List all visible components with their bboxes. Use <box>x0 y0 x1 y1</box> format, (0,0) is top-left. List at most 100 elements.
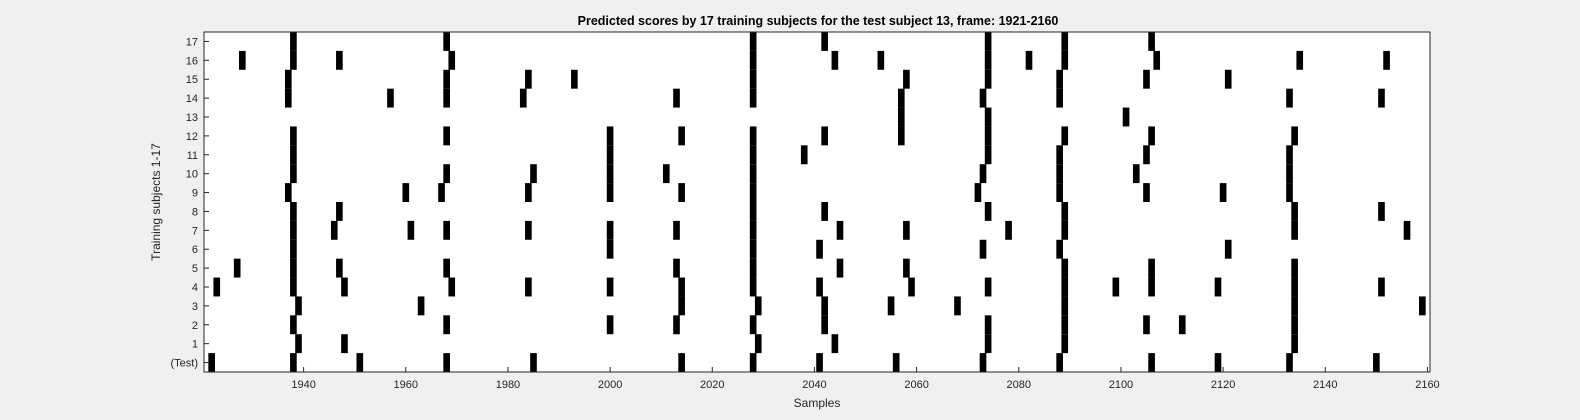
chart-title: Predicted scores by 17 training subjects… <box>578 14 1059 28</box>
plot-frame <box>203 31 1431 373</box>
spike-mark <box>821 315 828 335</box>
spike-mark <box>1056 69 1063 89</box>
spike-mark <box>606 220 614 240</box>
x-axis-label: Samples <box>794 396 841 410</box>
spike-mark <box>908 277 915 297</box>
spike-mark <box>443 126 450 146</box>
y-tick-label: 14 <box>186 93 198 105</box>
spike-mark <box>749 220 757 240</box>
spike-mark <box>443 164 450 184</box>
y-tick-label: 7 <box>192 225 198 237</box>
spike-mark <box>1143 315 1150 335</box>
spike-mark <box>678 277 685 297</box>
x-tick-label: 2100 <box>1109 379 1133 391</box>
y-tick-label: 15 <box>186 74 198 86</box>
spike-mark <box>1419 296 1426 316</box>
spike-mark <box>208 353 215 372</box>
spike-mark <box>1214 353 1222 372</box>
spike-mark <box>1132 164 1140 184</box>
spike-mark <box>831 50 839 70</box>
spike-mark <box>1061 315 1069 335</box>
spike-mark <box>290 145 297 165</box>
spike-mark <box>749 258 757 278</box>
spike-mark <box>1056 183 1063 202</box>
spike-mark <box>1061 277 1069 297</box>
spike-mark <box>1214 277 1222 297</box>
spike-mark <box>443 258 450 278</box>
spike-mark <box>749 315 757 335</box>
spike-mark <box>831 334 839 354</box>
spike-mark <box>749 239 757 259</box>
spike-mark <box>341 334 348 354</box>
spike-mark <box>1291 334 1298 354</box>
spike-mark <box>678 126 685 146</box>
spike-mark <box>295 334 302 354</box>
spike-mark <box>1061 258 1069 278</box>
spike-mark <box>417 296 425 316</box>
spike-mark <box>816 353 823 372</box>
y-tick-label: 9 <box>192 188 198 200</box>
spike-mark <box>284 183 292 202</box>
spike-mark <box>290 32 297 51</box>
x-tick-label: 2020 <box>700 379 724 391</box>
spike-mark <box>525 69 532 89</box>
spike-mark <box>1219 183 1227 202</box>
spike-mark <box>749 126 757 146</box>
spike-mark <box>749 277 757 297</box>
spike-mark <box>821 32 828 51</box>
spike-mark <box>897 107 905 127</box>
y-tick-label: 8 <box>192 206 198 218</box>
x-tick-label: 2140 <box>1313 379 1337 391</box>
spike-mark <box>341 277 348 297</box>
spike-mark <box>290 239 297 259</box>
spike-mark <box>443 32 450 51</box>
spike-mark <box>238 50 246 70</box>
y-tick-label: 11 <box>187 150 198 162</box>
x-tick-label: 2000 <box>598 379 622 391</box>
spike-mark <box>1056 239 1063 259</box>
spike-mark <box>954 296 961 316</box>
spike-mark <box>1378 202 1385 221</box>
spike-mark <box>290 220 297 240</box>
spike-mark <box>530 164 537 184</box>
spike-mark <box>233 258 241 278</box>
spike-mark <box>749 202 757 221</box>
spike-mark <box>673 258 680 278</box>
spike-mark <box>984 334 992 354</box>
spike-mark <box>1224 239 1232 259</box>
y-tick-label: 12 <box>186 131 198 143</box>
spike-mark <box>290 353 297 372</box>
spike-mark <box>1148 353 1155 372</box>
spike-mark <box>1061 334 1069 354</box>
spike-mark <box>1005 220 1012 240</box>
spike-mark <box>1148 32 1155 51</box>
spike-mark <box>1148 258 1155 278</box>
spike-mark <box>290 258 297 278</box>
spike-mark <box>1153 50 1161 70</box>
y-tick-label: 2 <box>192 320 198 332</box>
spike-mark <box>821 296 828 316</box>
spike-mark <box>1291 315 1298 335</box>
spike-mark <box>606 126 614 146</box>
spike-mark <box>754 334 762 354</box>
spike-mark <box>1061 202 1069 221</box>
y-tick-label: 3 <box>192 301 198 313</box>
spike-mark <box>387 88 394 108</box>
spike-mark <box>438 183 445 202</box>
spike-mark <box>800 145 808 165</box>
spike-mark <box>984 315 992 335</box>
spike-mark <box>1291 220 1298 240</box>
x-tick-label: 2060 <box>904 379 928 391</box>
spike-mark <box>749 353 757 372</box>
spike-mark <box>290 50 297 70</box>
spike-mark <box>1296 50 1304 70</box>
spike-mark <box>1061 296 1069 316</box>
spike-mark <box>284 69 292 89</box>
spike-mark <box>678 353 685 372</box>
spike-mark <box>1286 353 1293 372</box>
spike-mark <box>749 183 757 202</box>
spike-mark <box>1286 88 1293 108</box>
spike-mark <box>606 315 614 335</box>
spike-mark <box>1056 164 1063 184</box>
